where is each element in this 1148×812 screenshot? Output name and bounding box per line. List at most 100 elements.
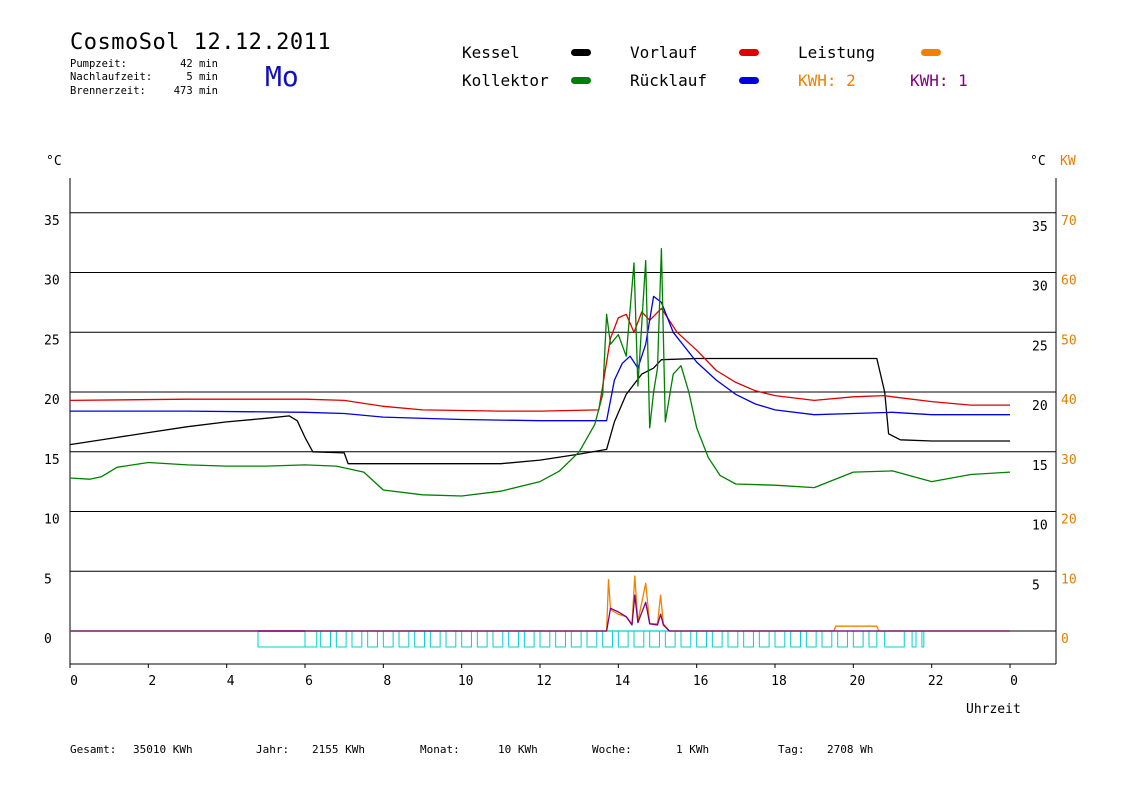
legend-leistung-swatch xyxy=(921,49,941,56)
x-tick-label-3: 6 xyxy=(305,674,313,689)
pump-pulse xyxy=(429,630,441,648)
pump-pulse xyxy=(476,630,488,648)
footer-tag-label: Tag: xyxy=(778,743,805,756)
y-axis-unit-right: °C xyxy=(1030,154,1046,169)
pump-pulse xyxy=(539,630,551,648)
y-tick-right-10: 10 xyxy=(1032,519,1048,534)
pump-pulse xyxy=(837,630,848,648)
pump-pulse xyxy=(445,630,457,648)
series-kwh-1 xyxy=(70,594,1010,632)
pump-pulse xyxy=(774,630,786,648)
y-tick-kw-70: 70 xyxy=(1061,214,1077,229)
y-axis-unit-left: °C xyxy=(46,154,62,169)
pump-pulse xyxy=(617,630,629,648)
x-tick-label-1: 2 xyxy=(148,674,156,689)
pump-pulse xyxy=(351,630,363,648)
legend-kwh2-label: KWH: 2 xyxy=(798,71,856,90)
legend-vorlauf-swatch xyxy=(739,49,759,56)
series-leistung xyxy=(70,575,1010,632)
pump-pulse xyxy=(852,630,864,648)
pump-pulse xyxy=(758,630,770,648)
series-kollektor xyxy=(69,247,1011,497)
footer-jahr-label: Jahr: xyxy=(256,743,290,756)
pump-pulse xyxy=(664,630,676,648)
y-tick-kw-30: 30 xyxy=(1061,453,1077,468)
y-tick-left-20: 20 xyxy=(44,393,60,408)
pump-pulse xyxy=(555,630,566,648)
y-tick-kw-0: 0 xyxy=(1061,632,1069,647)
footer-gesamt-label: Gesamt: xyxy=(70,743,117,756)
series-kessel xyxy=(69,357,1010,465)
pump-pulse xyxy=(649,630,660,648)
weekday-label: Mo xyxy=(265,60,299,93)
pump-pulse xyxy=(508,630,519,648)
legend-kessel-label: Kessel xyxy=(462,43,520,62)
chart-series xyxy=(69,247,1011,632)
legend-kessel-swatch xyxy=(571,49,591,56)
x-axis-label: Uhrzeit xyxy=(966,702,1021,717)
page-title: CosmoSol 12.12.2011 xyxy=(70,30,332,55)
y-tick-kw-40: 40 xyxy=(1061,393,1077,408)
pump-pulse xyxy=(367,630,378,648)
legend-ruecklauf-label: Rücklauf xyxy=(630,71,708,90)
pump-pulse xyxy=(320,630,331,648)
pump-pulse xyxy=(790,630,801,648)
y-tick-right-15: 15 xyxy=(1032,459,1048,474)
y-tick-right-25: 25 xyxy=(1032,339,1048,354)
pump-pulse xyxy=(461,630,472,648)
pump-pulse xyxy=(335,630,347,648)
stat-pumpzeit-label: Pumpzeit: xyxy=(70,58,127,70)
footer-gesamt-value: 35010 KWh xyxy=(133,743,193,756)
pump-pulse xyxy=(911,630,917,648)
stat-brennerzeit-value: 473 min xyxy=(173,85,218,97)
y-tick-left-25: 25 xyxy=(44,333,60,348)
pump-pulse xyxy=(821,630,833,648)
pump-pulse xyxy=(304,630,318,648)
legend-kollektor-label: Kollektor xyxy=(462,71,549,90)
footer-jahr-value: 2155 KWh xyxy=(312,743,365,756)
pump-pulse xyxy=(743,630,754,648)
series-r-cklauf xyxy=(70,295,1010,422)
y-tick-right-30: 30 xyxy=(1032,280,1048,295)
x-tick-label-8: 16 xyxy=(693,674,709,689)
y-tick-kw-10: 10 xyxy=(1061,572,1077,587)
legend-ruecklauf-swatch xyxy=(739,77,759,84)
y-tick-left-5: 5 xyxy=(44,572,52,587)
y-tick-left-15: 15 xyxy=(44,453,60,468)
pump-pulse xyxy=(492,630,504,648)
footer-monat-value: 10 KWh xyxy=(498,743,538,756)
y-tick-kw-60: 60 xyxy=(1061,274,1077,289)
y-tick-right-35: 35 xyxy=(1032,220,1048,235)
pump-pulse xyxy=(398,630,410,648)
x-tick-label-10: 20 xyxy=(850,674,866,689)
footer-woche-value: 1 KWh xyxy=(676,743,710,756)
stat-pumpzeit-value: 42 min xyxy=(180,58,218,70)
y-tick-kw-20: 20 xyxy=(1061,513,1077,528)
legend-leistung-label: Leistung xyxy=(798,43,876,62)
pump-pulse xyxy=(523,630,535,648)
legend-kwh1-label: KWH: 1 xyxy=(910,71,968,90)
pump-pulse xyxy=(382,630,394,648)
y-tick-left-35: 35 xyxy=(44,214,60,229)
y-tick-left-10: 10 xyxy=(44,513,60,528)
y-tick-kw-50: 50 xyxy=(1061,333,1077,348)
chart-grid xyxy=(70,212,1056,632)
x-tick-label-4: 8 xyxy=(383,674,391,689)
pump-pulse xyxy=(884,630,905,648)
pump-pulse xyxy=(868,630,878,648)
legend-kollektor-swatch xyxy=(571,77,591,84)
pump-pulses xyxy=(70,630,1010,648)
stat-nachlaufzeit-value: 5 min xyxy=(186,71,218,83)
x-tick-label-0: 0 xyxy=(70,674,78,689)
chart-frame xyxy=(69,178,1057,665)
y-tick-left-0: 0 xyxy=(44,632,52,647)
footer-monat-label: Monat: xyxy=(420,743,460,756)
pump-pulse xyxy=(414,630,425,648)
pump-pulse xyxy=(633,630,645,648)
pump-pulse xyxy=(586,630,598,648)
stat-brennerzeit-label: Brennerzeit: xyxy=(70,85,146,97)
x-tick-label-11: 22 xyxy=(928,674,944,689)
x-tick-label-6: 12 xyxy=(536,674,552,689)
footer-woche-label: Woche: xyxy=(592,743,632,756)
